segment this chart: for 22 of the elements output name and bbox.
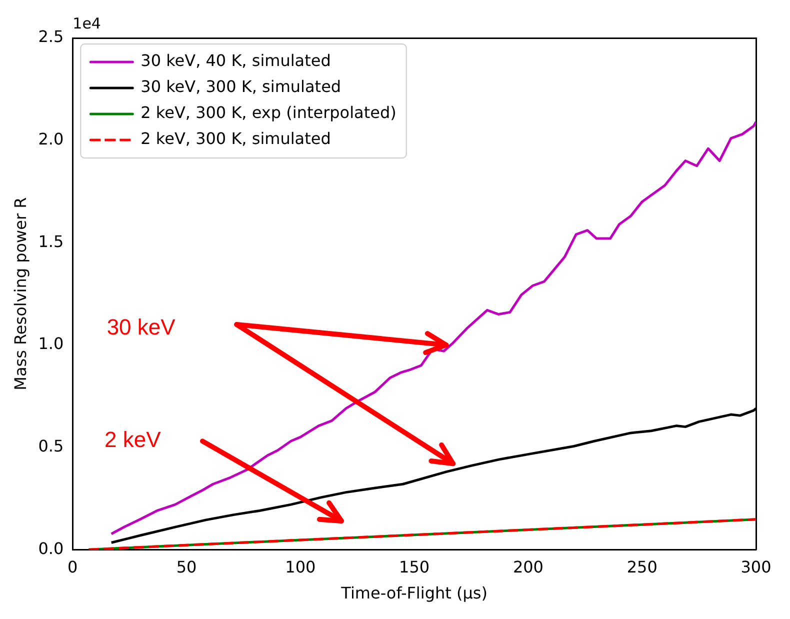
x-tick-label: 300 [740, 557, 772, 576]
x-axis-title: Time-of-Flight (µs) [340, 584, 488, 603]
y-tick-label: 0.5 [38, 436, 64, 456]
y-tick-label: 2.0 [38, 129, 64, 148]
y-tick-label: 1.0 [38, 334, 64, 354]
legend-label: 30 keV, 300 K, simulated [140, 77, 342, 96]
legend-label: 2 keV, 300 K, exp (interpolated) [140, 103, 396, 122]
y-tick-label: 0.0 [38, 538, 64, 558]
y-tick-label: 1.5 [38, 232, 64, 251]
text: 1e4 [72, 14, 101, 32]
x-tick-label: 150 [399, 557, 430, 576]
legend-label: 30 keV, 40 K, simulated [140, 51, 331, 70]
annotation: 2 keV [104, 427, 162, 452]
legend-label: 2 keV, 300 K, simulated [140, 129, 331, 148]
x-tick-label: 100 [285, 557, 316, 576]
x-tick-label: 200 [512, 557, 544, 576]
x-tick-label: 250 [626, 557, 658, 576]
x-tick-label: 0 [68, 557, 78, 576]
annotation: 30 keV [106, 314, 176, 340]
y-tick-label: 2.5 [38, 27, 64, 46]
x-tick-label: 50 [176, 557, 197, 576]
y-axis-title: Mass Resolving power R [10, 197, 30, 390]
